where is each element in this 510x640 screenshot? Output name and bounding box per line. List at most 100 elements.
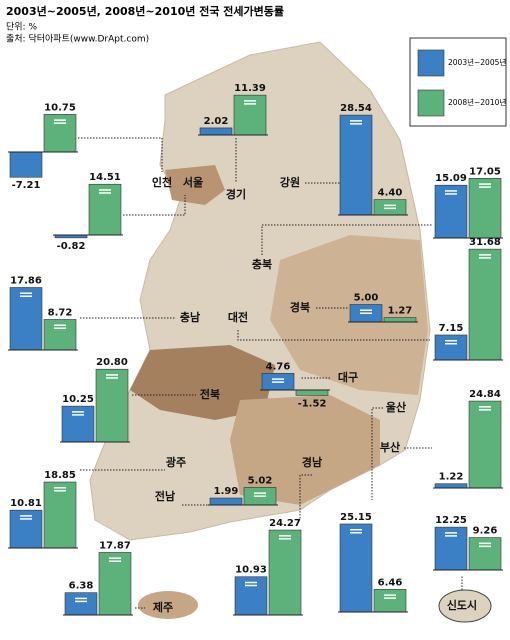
bar-highlight [445,190,457,192]
region-label: 충남 [180,310,200,324]
value-label: 25.15 [340,512,372,523]
value-label: 17.87 [99,540,131,551]
bar [9,287,43,351]
bar-highlight [445,193,457,195]
value-label: 24.84 [469,389,501,400]
map-region [130,345,275,420]
bar [373,589,407,613]
region-label: 울산 [386,400,406,414]
bar [434,184,468,239]
bar-highlight [445,532,457,534]
value-label: 5.02 [248,475,273,486]
value-label: 1.22 [439,472,464,483]
value-label: 4.40 [378,188,403,199]
bar [383,317,417,323]
legend-label: 2003년~2005년 [448,57,506,67]
bar-highlight [360,312,372,314]
map-region [165,165,225,205]
connector [261,224,432,255]
value-label: -1.52 [298,398,327,409]
region-label: 대전 [228,310,248,324]
bar-highlight [72,411,84,413]
bar [43,481,77,549]
bar-highlight [350,123,362,125]
bar-highlight [54,327,66,329]
value-label: 20.80 [96,357,128,368]
value-label: 2.02 [204,116,229,127]
bar-highlight [54,324,66,326]
bar-highlight [445,339,457,342]
bar-highlight [279,538,291,540]
value-label: 17.86 [10,275,42,286]
bar [95,368,129,443]
region-label: 인천 [152,175,172,189]
bar-highlight [99,189,111,191]
bar-highlight [350,120,362,122]
value-label: 6.46 [378,577,403,588]
map-region [270,235,428,395]
bar-highlight [254,492,266,494]
bar-highlight [272,381,284,383]
bar-highlight [254,495,266,497]
bar [434,526,468,571]
bar-highlight [350,531,362,534]
value-label: 28.54 [340,103,372,114]
region-label: 대구 [338,370,358,384]
region-label: 부산 [380,440,400,454]
bar-highlight [479,406,491,408]
value-label: 1.27 [388,306,413,317]
bar [209,497,243,506]
bar-highlight [54,490,66,492]
value-label: 31.68 [469,237,501,248]
value-label: -7.21 [12,180,41,191]
value-label: 4.76 [266,361,291,372]
bar-highlight [244,100,256,102]
bar-highlight [106,374,118,376]
region-label: 경기 [226,187,246,201]
value-label: 14.51 [89,172,121,183]
region-label: 전북 [200,387,220,401]
bar-highlight [109,557,121,559]
region-label: 경북 [290,300,310,314]
bar-highlight [479,186,491,188]
value-label: 1.99 [214,486,239,497]
map-region [230,395,380,505]
connector [299,474,312,520]
value-label: 18.85 [44,470,76,481]
region-label: 서울 [183,175,203,189]
bar [9,151,43,178]
bar-highlight [479,254,491,256]
legend-swatch [417,89,445,117]
region-label: 광주 [166,456,186,469]
value-label: 10.93 [235,565,267,576]
bar [468,537,502,571]
bar-highlight [360,309,372,311]
bar-highlight [244,103,256,105]
bar [43,319,77,351]
bar-highlight [384,204,396,207]
bar [339,523,373,613]
value-label: 9.26 [473,526,498,537]
value-label: 24.27 [269,518,301,529]
connector [78,137,163,172]
chart-title: 2003년~2005년, 2008년~2010년 전국 전세가변동률 [6,4,284,18]
value-label: 5.00 [354,293,379,304]
bar-highlight [445,535,457,537]
legend-swatch [417,49,445,77]
connector [371,407,383,500]
value-label: 15.09 [435,173,467,184]
bar [233,94,267,136]
chart-source: 출처: 닥터아파트(www.DrApt.com) [6,33,149,45]
bar [295,389,329,396]
bar [199,127,233,136]
bar-highlight [445,342,457,345]
bar-highlight [350,528,362,531]
bar-highlight [106,377,118,379]
bar-highlight [384,597,396,599]
connector [237,330,430,341]
bar-highlight [479,183,491,185]
bar-highlight [479,257,491,259]
connector [123,195,186,216]
bar-highlight [20,295,32,297]
